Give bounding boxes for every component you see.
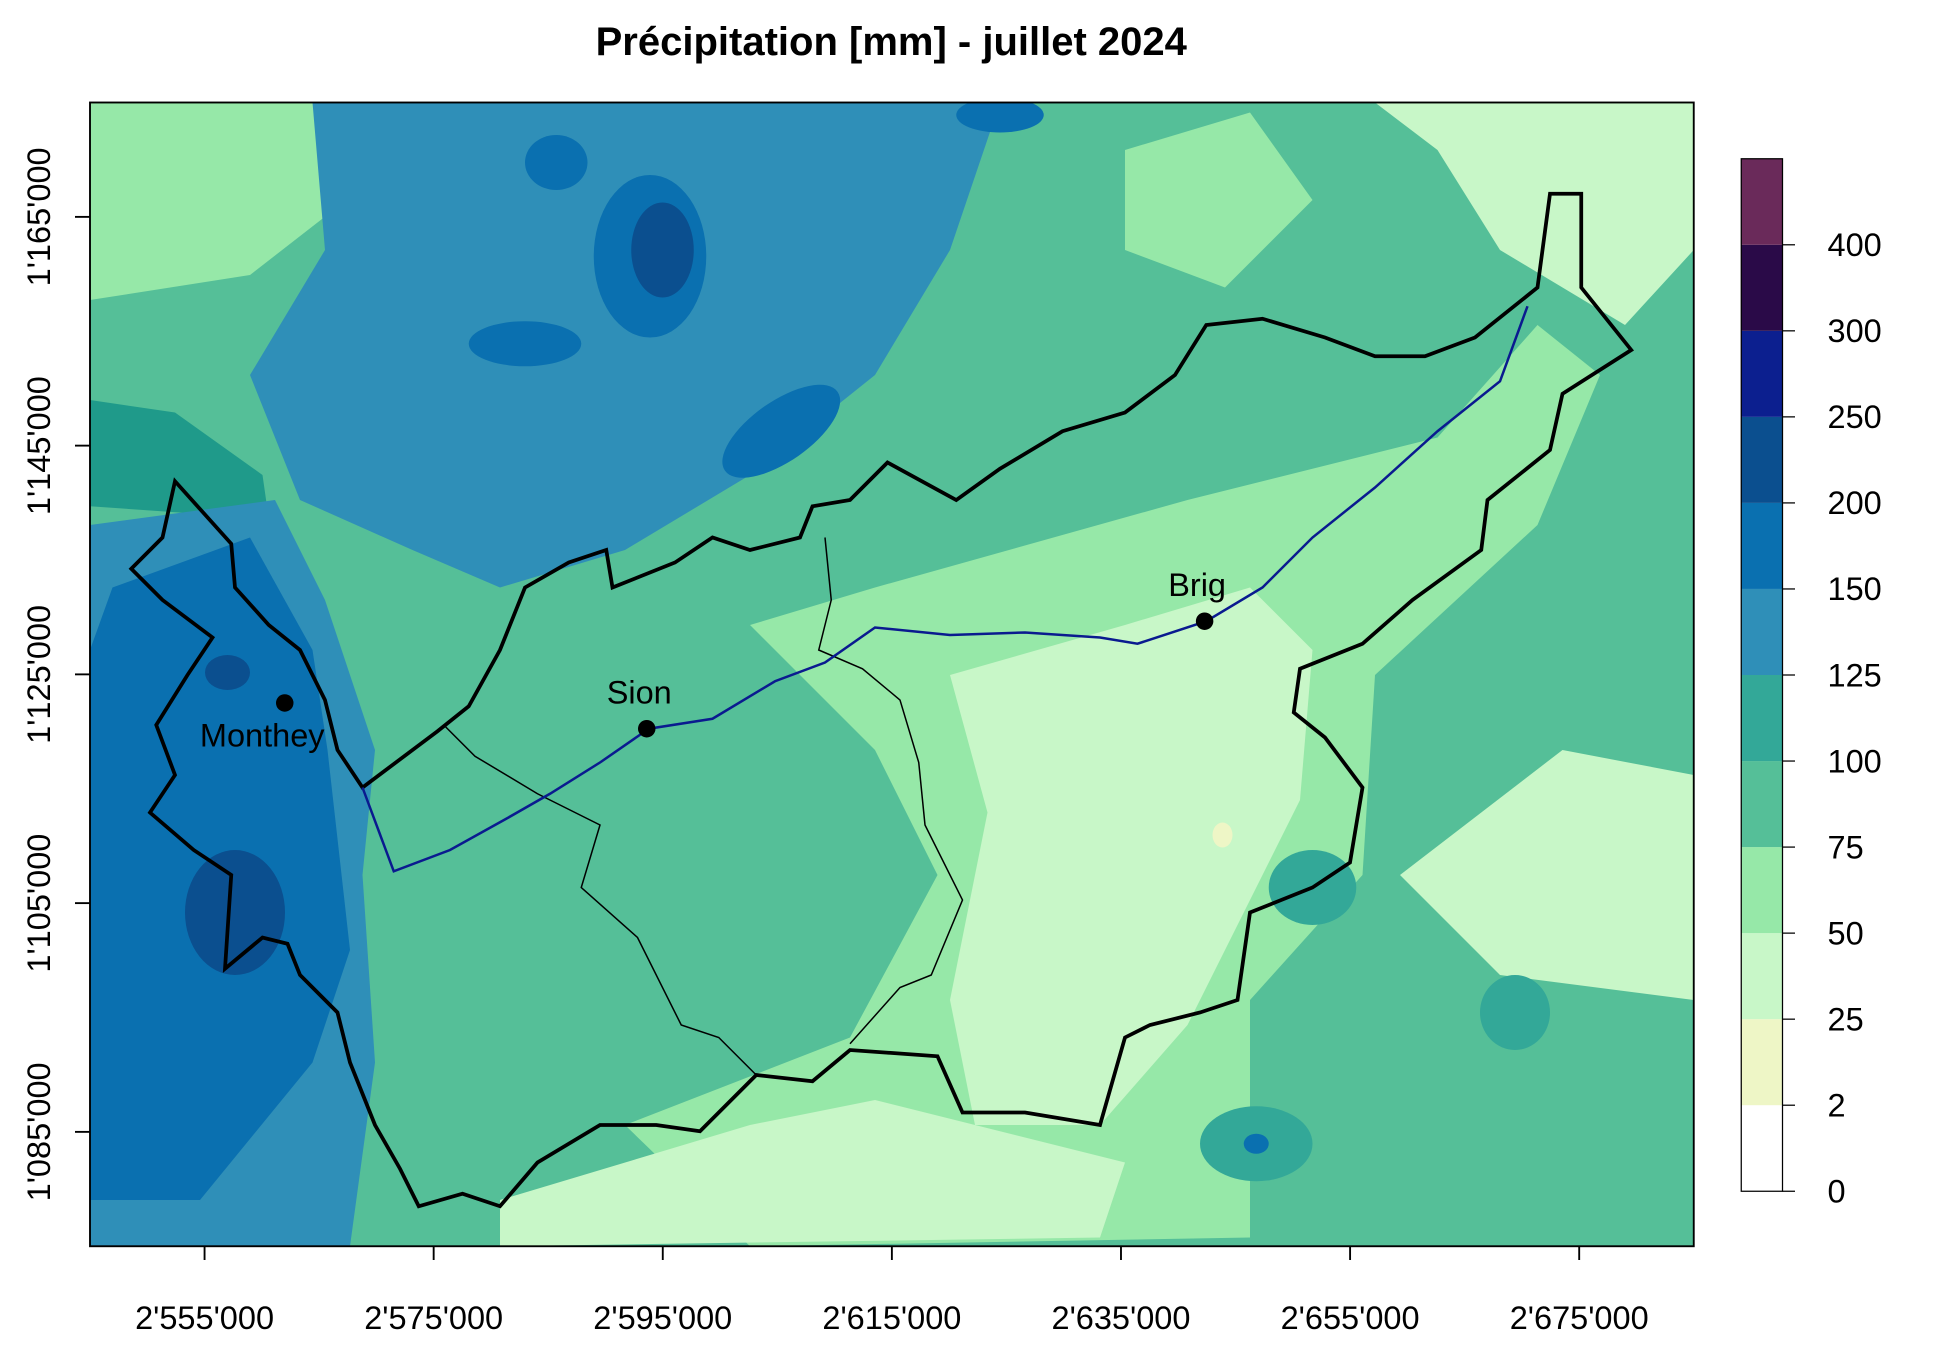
legend-swatch: [1741, 330, 1783, 417]
legend-swatch: [1741, 244, 1783, 331]
legend-swatch: [1741, 675, 1783, 762]
city-label: Brig: [1168, 567, 1226, 603]
rhone-river: [361, 305, 1529, 873]
district-boundary: [443, 724, 757, 1076]
legend-label: 400: [1828, 227, 1882, 263]
legend-label: 150: [1828, 571, 1882, 607]
legend-swatch: [1741, 1105, 1783, 1192]
legend-label: 250: [1828, 399, 1882, 435]
legend-label: 25: [1828, 1001, 1864, 1037]
x-tick-label: 2'635'000: [1052, 1300, 1191, 1336]
legend-label: 300: [1828, 313, 1882, 349]
legend-label: 50: [1828, 915, 1864, 951]
legend-swatch: [1741, 933, 1783, 1020]
city-label: Sion: [607, 675, 672, 711]
legend-label: 200: [1828, 485, 1882, 521]
legend-label: 75: [1828, 829, 1864, 865]
legend-label: 125: [1828, 657, 1882, 693]
map-title: Précipitation [mm] - juillet 2024: [596, 20, 1188, 64]
x-tick-label: 2'615'000: [822, 1300, 961, 1336]
precipitation-field: [90, 102, 1694, 1247]
city-marker: [275, 694, 294, 712]
y-tick-label: 1'105'000: [21, 834, 57, 973]
x-tick-label: 2'575'000: [364, 1300, 503, 1336]
legend-label: 100: [1828, 743, 1882, 779]
city-label: Monthey: [200, 718, 325, 754]
y-tick-label: 1'145'000: [21, 376, 57, 515]
x-tick-label: 2'675'000: [1510, 1300, 1649, 1336]
legend-swatch: [1741, 158, 1783, 245]
legend-swatch: [1741, 1019, 1783, 1106]
legend-swatch: [1741, 588, 1783, 675]
city-marker: [637, 719, 656, 738]
legend-swatch: [1741, 761, 1783, 848]
x-tick-label: 2'555'000: [135, 1300, 274, 1336]
y-tick-label: 1'085'000: [21, 1062, 57, 1201]
legend-swatch: [1741, 502, 1783, 589]
overlay: 2'555'000 2'575'000 2'595'000 2'615'000 2'63…: [21, 147, 1882, 1335]
y-tick-label: 1'165'000: [21, 147, 57, 286]
y-tick-label: 1'125'000: [21, 605, 57, 744]
x-tick-label: 2'655'000: [1281, 1300, 1420, 1336]
district-boundary: [817, 537, 964, 1045]
legend-label: 2: [1828, 1087, 1846, 1123]
x-tick-label: 2'595'000: [593, 1300, 732, 1336]
legend-swatch: [1741, 416, 1783, 503]
legend-label: 0: [1828, 1174, 1846, 1210]
canton-boundary: [128, 191, 1635, 1209]
city-marker: [1195, 612, 1214, 630]
legend-swatch: [1741, 847, 1783, 934]
